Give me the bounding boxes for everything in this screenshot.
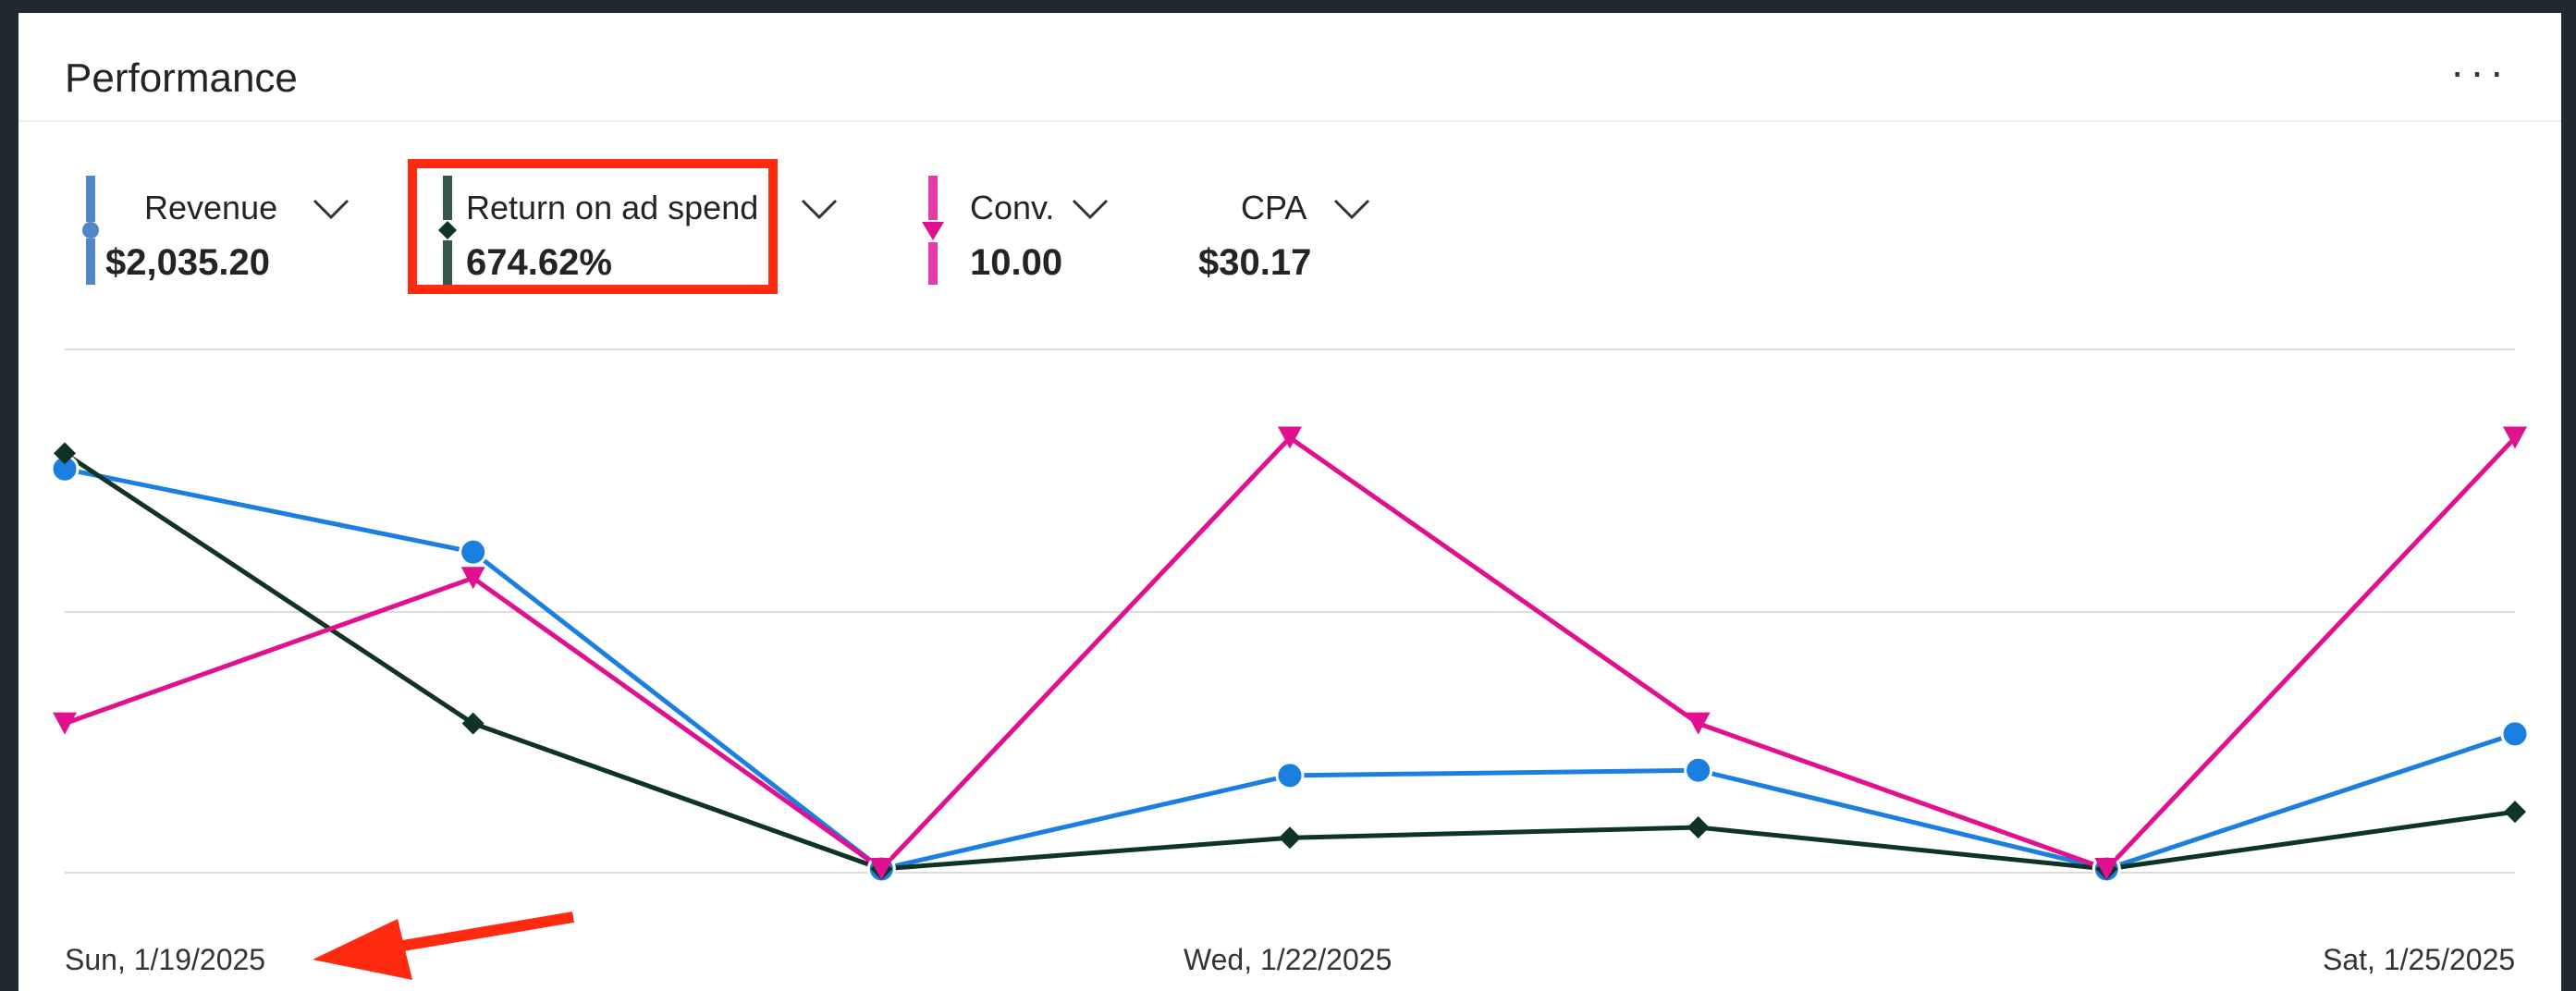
- annotation-arrow-icon: [313, 911, 574, 980]
- chevron-down-icon[interactable]: [313, 198, 350, 220]
- data-point-conv-[interactable]: [53, 712, 77, 735]
- metric-revenue-label: Revenue: [144, 189, 278, 226]
- data-point-conv-[interactable]: [1686, 712, 1711, 735]
- metric-cpa-value: $30.17: [1198, 242, 1312, 283]
- page-title: Performance: [65, 55, 298, 101]
- data-point-conv-[interactable]: [460, 567, 485, 590]
- performance-card: Performance ··· Revenue $2,035.20 Return…: [18, 13, 2561, 991]
- data-point-return-on-ad-spend[interactable]: [461, 712, 485, 735]
- highlight-box: [408, 159, 778, 294]
- data-point-revenue[interactable]: [1684, 755, 1713, 785]
- data-point-return-on-ad-spend[interactable]: [1279, 826, 1301, 850]
- metric-cpa-label: CPA: [1241, 189, 1307, 226]
- metric-conv-value: 10.00: [970, 242, 1063, 283]
- x-axis-label-start: Sun, 1/19/2025: [65, 943, 266, 976]
- chevron-down-icon[interactable]: [801, 198, 838, 220]
- performance-line-chart: [50, 349, 2530, 884]
- data-point-return-on-ad-spend[interactable]: [1687, 816, 1710, 839]
- data-point-return-on-ad-spend[interactable]: [54, 442, 76, 465]
- x-axis-label-end: Sat, 1/25/2025: [2323, 943, 2516, 976]
- data-point-revenue[interactable]: [459, 537, 488, 567]
- data-point-revenue[interactable]: [2500, 719, 2530, 749]
- more-options-button[interactable]: ···: [2450, 47, 2509, 95]
- metric-roas-label: Return on ad spend: [466, 189, 759, 226]
- chevron-down-icon[interactable]: [1333, 198, 1370, 220]
- data-point-conv-[interactable]: [2503, 426, 2527, 449]
- x-axis-label-mid: Wed, 1/22/2025: [1184, 943, 1392, 976]
- data-point-conv-[interactable]: [869, 858, 894, 880]
- metric-revenue-value: $2,035.20: [105, 242, 270, 283]
- metric-roas-value: 674.62%: [466, 242, 612, 283]
- chevron-down-icon[interactable]: [1072, 198, 1109, 220]
- roas-series-marker-icon: [438, 176, 457, 285]
- metric-conv-label: Conv.: [970, 189, 1055, 226]
- conv-series-marker-icon: [922, 176, 944, 285]
- header-divider: [18, 120, 2561, 122]
- data-point-revenue[interactable]: [1275, 761, 1305, 790]
- data-point-conv-[interactable]: [1278, 426, 1302, 449]
- data-point-return-on-ad-spend[interactable]: [2504, 801, 2526, 824]
- data-point-conv-[interactable]: [2094, 858, 2119, 880]
- revenue-series-marker-icon: [82, 176, 99, 285]
